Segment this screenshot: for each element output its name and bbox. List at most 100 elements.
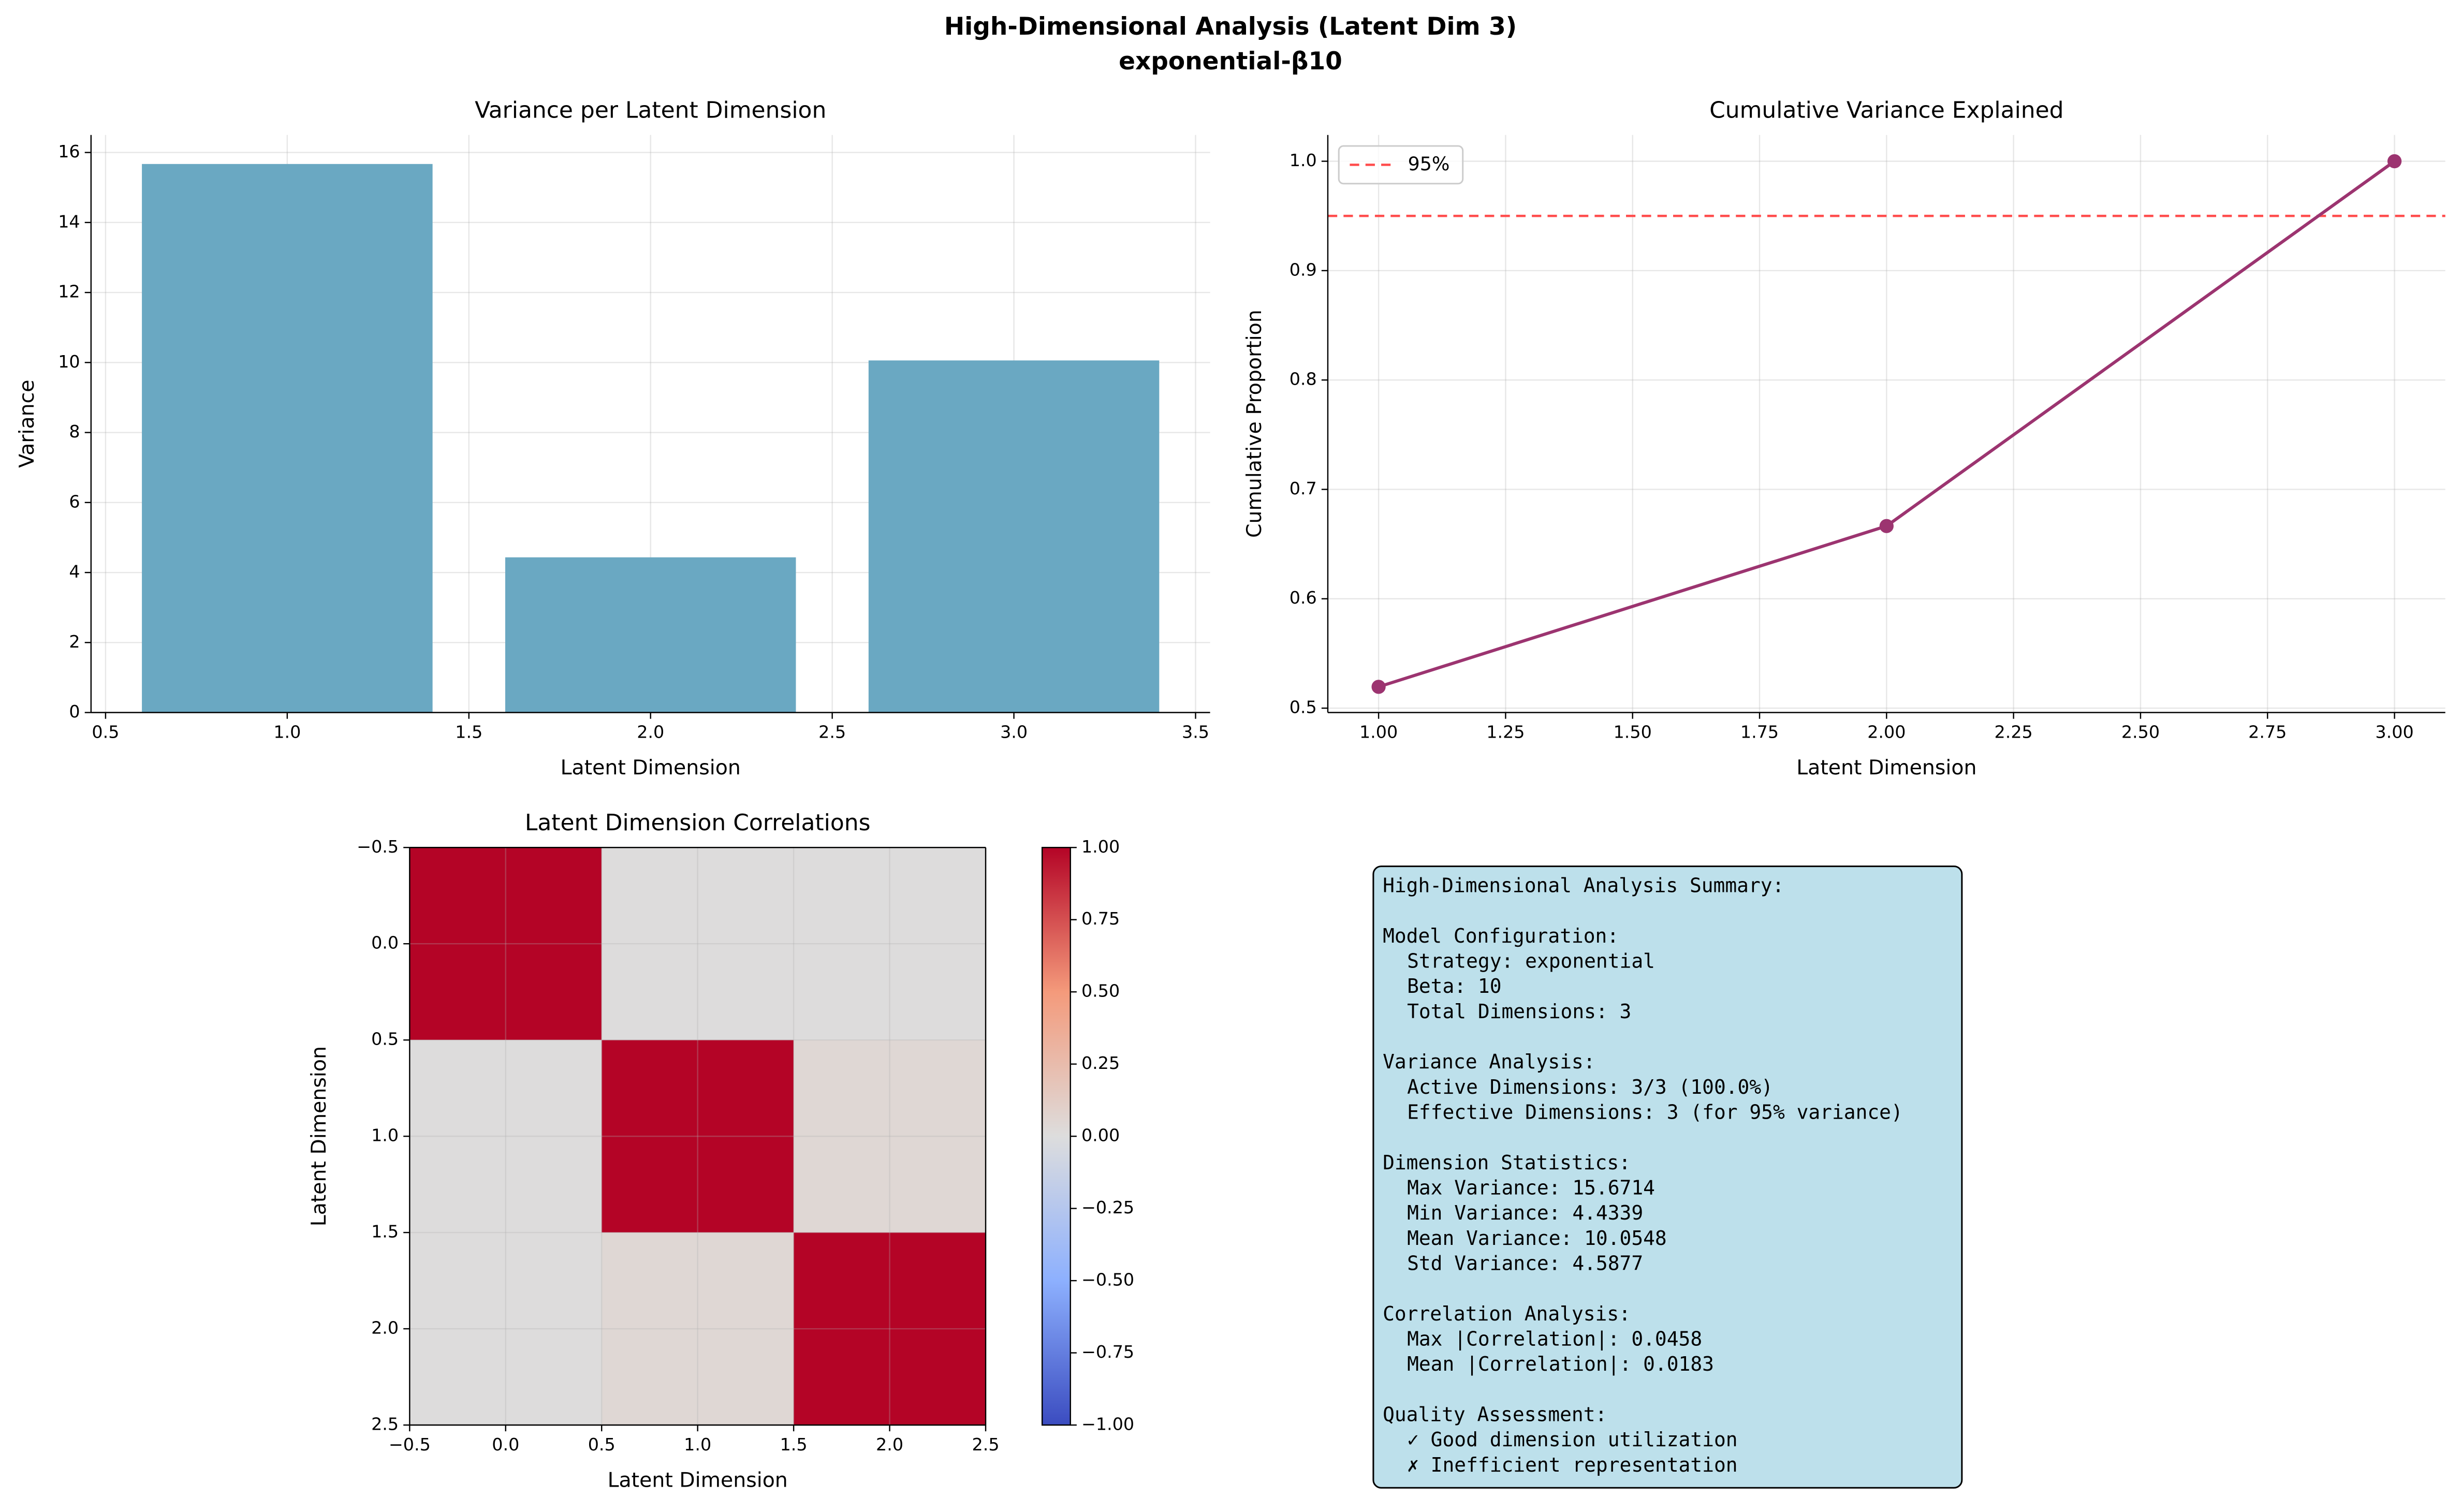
x-tick-label: 3.00 (2375, 722, 2413, 742)
x-tick-label: 1.25 (1486, 722, 1525, 742)
heatmap-cell (409, 847, 602, 1040)
summary-heading: Correlation Analysis: (1383, 1302, 1631, 1325)
x-tick-label: 1.5 (455, 722, 482, 742)
summary-line: Std Variance: 4.5877 (1407, 1252, 1643, 1274)
axes-title: Cumulative Variance Explained (1709, 97, 2064, 123)
colorbar-tick-label: 1.00 (1081, 836, 1120, 857)
colorbar-tick-label: −0.25 (1081, 1197, 1134, 1217)
x-tick-label: 2.75 (2248, 722, 2287, 742)
summary-line: ✗ Inefficient representation (1407, 1454, 1737, 1476)
y-tick-label: 0.5 (371, 1029, 399, 1049)
y-tick-label: 0.9 (1290, 259, 1317, 280)
heatmap-cell (602, 1232, 794, 1425)
y-tick-label: 0.0 (371, 933, 399, 953)
figure-subtitle: exponential-β10 (1119, 47, 1342, 76)
y-axis-label: Variance (15, 380, 39, 468)
summary-line: Strategy: exponential (1407, 950, 1655, 973)
legend-label: 95% (1408, 153, 1450, 175)
y-tick-label: 4 (69, 562, 80, 582)
bar (868, 360, 1160, 713)
y-tick-label: 1.0 (1290, 150, 1317, 170)
x-axis-label: Latent Dimension (1796, 756, 1976, 780)
y-tick-label: 16 (58, 141, 80, 162)
x-tick-label: 0.0 (492, 1434, 519, 1455)
y-tick-label: −0.5 (357, 836, 399, 857)
axes-title: Latent Dimension Correlations (525, 810, 871, 836)
x-tick-label: 2.00 (1867, 722, 1906, 742)
heatmap-cell (794, 1232, 986, 1425)
y-tick-label: 2 (69, 632, 80, 652)
summary-line: Min Variance: 4.4339 (1407, 1201, 1643, 1224)
summary-line: Mean Variance: 10.0548 (1407, 1227, 1667, 1250)
data-point (1879, 519, 1894, 533)
y-tick-label: 0.7 (1290, 478, 1317, 498)
summary-line: ✓ Good dimension utilization (1407, 1428, 1737, 1451)
summary-line: Active Dimensions: 3/3 (100.0%) (1407, 1076, 1773, 1098)
bar (505, 557, 796, 713)
colorbar-tick-label: 0.00 (1081, 1125, 1120, 1146)
summary-heading: Quality Assessment: (1383, 1403, 1607, 1426)
y-tick-label: 0 (69, 701, 80, 722)
legend: 95% (1338, 145, 1464, 185)
heatmap-cell (794, 847, 986, 1040)
y-tick-label: 12 (58, 282, 80, 302)
legend-frame (1338, 145, 1464, 185)
figure-title: High-Dimensional Analysis (Latent Dim 3) (944, 12, 1517, 41)
colorbar-tick-label: 0.75 (1081, 908, 1120, 929)
x-tick-label: 2.0 (637, 722, 664, 742)
summary-line: Total Dimensions: 3 (1407, 1000, 1631, 1023)
summary-line: Max |Correlation|: 0.0458 (1407, 1327, 1702, 1350)
y-tick-label: 2.5 (371, 1414, 399, 1434)
data-point (2387, 154, 2402, 169)
x-tick-label: 1.5 (780, 1434, 808, 1455)
colorbar-tick-label: 0.50 (1081, 981, 1120, 1001)
y-axis-label: Cumulative Proportion (1242, 310, 1266, 538)
x-tick-label: 2.5 (972, 1434, 1000, 1455)
x-tick-label: 0.5 (588, 1434, 616, 1455)
y-tick-label: 1.0 (371, 1125, 399, 1146)
summary-line: Mean |Correlation|: 0.0183 (1407, 1353, 1714, 1376)
colorbar (1041, 847, 1071, 1426)
bar (142, 164, 433, 713)
x-tick-label: 1.00 (1359, 722, 1398, 742)
summary-heading: Model Configuration: (1383, 924, 1619, 947)
colorbar-tick-label: −0.50 (1081, 1270, 1134, 1290)
x-tick-label: 2.50 (2121, 722, 2160, 742)
summary-heading: Variance Analysis: (1383, 1050, 1595, 1073)
summary-heading: Dimension Statistics: (1383, 1151, 1631, 1174)
heatmap-cell (409, 1040, 602, 1233)
x-tick-label: 0.5 (92, 722, 119, 742)
summary-line: Beta: 10 (1407, 975, 1501, 997)
y-tick-label: 14 (58, 211, 80, 231)
colorbar-tick-label: −1.00 (1081, 1414, 1134, 1434)
summary-box (1372, 865, 1963, 1489)
heatmap-cell (409, 1232, 602, 1425)
x-tick-label: 1.0 (273, 722, 301, 742)
x-tick-label: −0.5 (389, 1434, 431, 1455)
axes: 1.00 1.25 1.50 1.75 2.00 2.25 2.50 2.75 3.00 0.5 0… (1290, 135, 2445, 742)
heatmap-cell (602, 847, 794, 1040)
x-tick-label: 1.75 (1740, 722, 1779, 742)
y-tick-label: 1.5 (371, 1222, 399, 1242)
x-tick-label: 2.0 (876, 1434, 903, 1455)
x-tick-label: 1.50 (1614, 722, 1652, 742)
y-tick-label: 6 (69, 491, 80, 511)
heatmap-cell (602, 1040, 794, 1233)
data-point (1371, 680, 1386, 694)
x-tick-label: 3.0 (1000, 722, 1028, 742)
summary-line: Effective Dimensions: 3 (for 95% varianc… (1407, 1101, 1903, 1124)
y-axis-label: Latent Dimension (307, 1046, 331, 1226)
x-tick-label: 1.0 (684, 1434, 711, 1455)
colorbar-tick-label: 0.25 (1081, 1053, 1120, 1073)
summary-title: High-Dimensional Analysis Summary: (1383, 874, 1784, 897)
x-axis-label: Latent Dimension (608, 1469, 788, 1492)
y-tick-label: 0.8 (1290, 369, 1317, 389)
y-tick-label: 0.6 (1290, 588, 1317, 608)
colorbar-tick-label: −0.75 (1081, 1342, 1134, 1362)
x-axis-label: Latent Dimension (561, 756, 741, 780)
y-tick-label: 8 (69, 421, 80, 442)
y-tick-label: 10 (58, 351, 80, 372)
summary-line: Max Variance: 15.6714 (1407, 1176, 1655, 1199)
